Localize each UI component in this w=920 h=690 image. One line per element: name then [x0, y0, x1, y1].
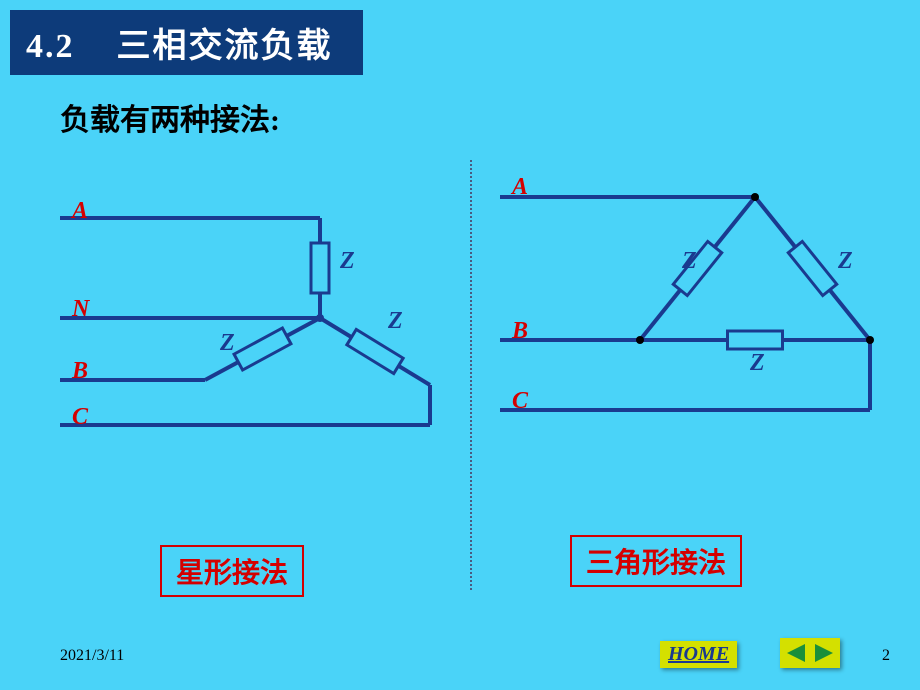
nav-arrows-icon — [785, 642, 835, 664]
home-label: HOME — [668, 643, 729, 665]
column-divider — [470, 160, 472, 590]
delta-label-b: B — [512, 318, 528, 345]
star-label-n: N — [72, 296, 89, 323]
delta-label-a: A — [512, 174, 528, 201]
star-circuit — [60, 190, 440, 450]
delta-z-right: Z — [838, 248, 853, 275]
footer-date: 2021/3/11 — [60, 647, 124, 665]
star-caption: 星形接法 — [160, 545, 304, 597]
star-label-c: C — [72, 404, 88, 431]
delta-z-left: Z — [682, 248, 697, 275]
title-text: 三相交流负载 — [117, 28, 333, 65]
star-z-left: Z — [220, 330, 235, 357]
delta-caption: 三角形接法 — [570, 535, 742, 587]
subtitle: 负载有两种接法: — [60, 95, 280, 139]
star-z-top: Z — [340, 248, 355, 275]
title-bar: 4.2 三相交流负载 — [10, 10, 363, 75]
slide: 4.2 三相交流负载 负载有两种接法: A N B C Z Z Z A B C … — [0, 0, 920, 690]
page-number: 2 — [882, 647, 890, 665]
star-z-right: Z — [388, 308, 403, 335]
delta-circuit — [500, 175, 900, 435]
star-label-b: B — [72, 358, 88, 385]
delta-z-bottom: Z — [750, 350, 765, 377]
nav-prev-next[interactable] — [780, 638, 840, 668]
star-label-a: A — [72, 198, 88, 225]
delta-label-c: C — [512, 388, 528, 415]
home-button[interactable]: HOME — [660, 641, 737, 668]
title-number: 4.2 — [26, 28, 75, 65]
